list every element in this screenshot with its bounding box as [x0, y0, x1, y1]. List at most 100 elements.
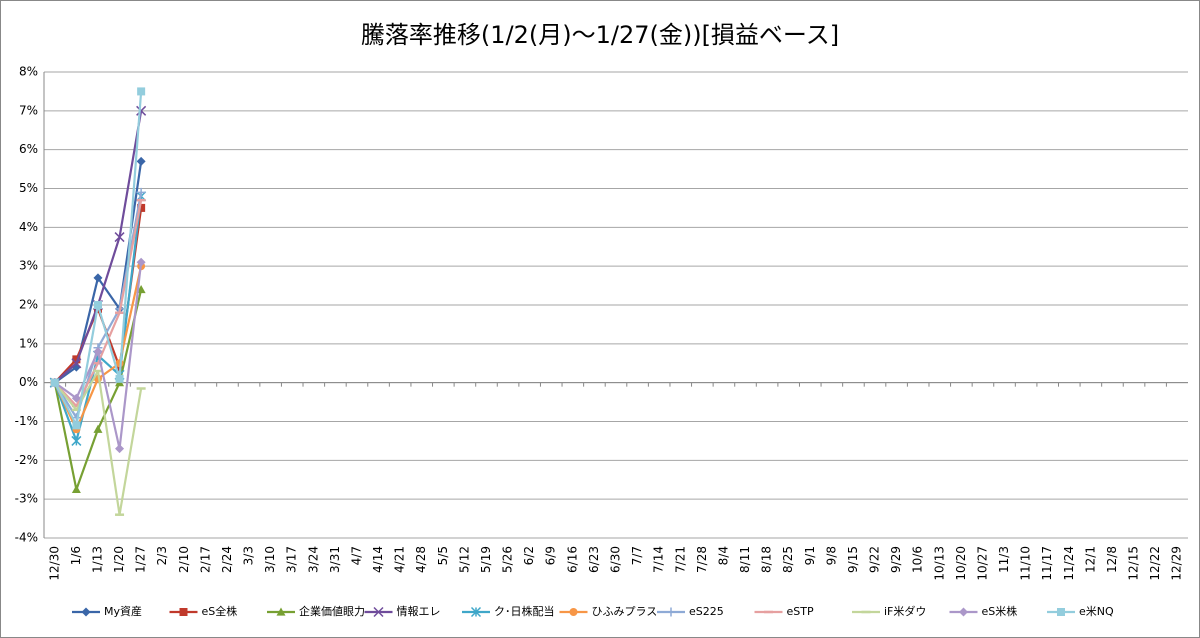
x-tick-label: 12/15: [1127, 546, 1141, 581]
x-tick-label: 7/7: [630, 546, 644, 565]
x-tick-label: 11/3: [997, 546, 1011, 573]
x-tick-label: 8/25: [781, 546, 795, 573]
marker: [115, 374, 124, 383]
x-tick-label: 6/16: [565, 546, 579, 573]
legend-label: iF米ダウ: [884, 604, 926, 618]
x-tick-label: 9/22: [868, 546, 882, 573]
legend-label: ク･日株配当: [494, 604, 555, 618]
x-tick-label: 6/23: [587, 546, 601, 573]
y-tick-label: 0%: [19, 375, 38, 389]
y-tick-label: 4%: [19, 220, 38, 234]
x-tick-label: 11/10: [1019, 546, 1033, 581]
marker: [72, 355, 81, 364]
marker: [115, 444, 125, 454]
y-tick-label: 3%: [19, 259, 38, 273]
marker: [136, 105, 147, 116]
y-tick-label: 7%: [19, 103, 38, 117]
marker: [959, 607, 968, 617]
x-tick-label: 7/14: [652, 546, 666, 573]
x-tick-label: 12/22: [1148, 546, 1162, 581]
x-tick-label: 7/21: [673, 546, 687, 573]
legend-label: eS米株: [982, 604, 1018, 618]
x-tick-label: 1/6: [69, 546, 83, 565]
legend: My資産 eS全株 企業価値眼力 情報エレ ク･日株配当 ひふみプラス eS225 eSTP i…: [72, 604, 1114, 618]
x-tick-label: 5/12: [457, 546, 471, 573]
x-tick-label: 1/13: [90, 546, 104, 573]
x-tick-label: 5/26: [501, 546, 515, 573]
x-tick-label: 9/8: [824, 546, 838, 565]
x-tick-label: 3/24: [306, 546, 320, 573]
marker: [93, 424, 103, 433]
legend-label: eS全株: [202, 604, 238, 618]
y-tick-label: 5%: [19, 181, 38, 195]
marker: [136, 257, 146, 267]
x-tick-label: 11/17: [1040, 546, 1054, 581]
marker: [71, 435, 82, 446]
y-tick-label: 1%: [19, 336, 38, 350]
x-tick-label: 2/24: [220, 546, 234, 573]
x-tick-label: 4/28: [414, 546, 428, 573]
legend-label: 情報エレ: [397, 605, 441, 618]
legend-label: ひふみプラス: [592, 605, 658, 618]
x-tick-label: 8/18: [760, 546, 774, 573]
x-tick-label: 11/24: [1062, 546, 1076, 581]
x-tick-label: 10/6: [911, 546, 925, 573]
marker: [276, 607, 286, 616]
x-tick-label: 10/27: [975, 546, 989, 581]
marker: [93, 347, 103, 357]
y-tick-label: 6%: [19, 142, 38, 156]
y-tick-label: -4%: [15, 531, 38, 545]
y-tick-label: -2%: [15, 453, 38, 467]
x-tick-label: 12/30: [47, 546, 61, 581]
x-tick-label: 1/20: [112, 546, 126, 573]
marker: [93, 301, 102, 309]
marker: [137, 87, 146, 96]
x-tick-label: 3/31: [328, 546, 342, 573]
x-tick-label: 4/14: [371, 546, 385, 573]
x-tick-label: 3/3: [242, 546, 256, 565]
marker: [179, 608, 188, 616]
legend-label: e米NQ: [1079, 605, 1114, 618]
x-tick-label: 8/11: [738, 546, 752, 573]
x-tick-label: 3/10: [263, 546, 277, 573]
y-tick-label: -3%: [15, 492, 38, 506]
x-tick-label: 2/17: [198, 546, 212, 573]
marker: [666, 607, 676, 617]
x-tick-label: 1/27: [134, 546, 148, 573]
x-tick-label: 6/30: [609, 546, 623, 573]
legend-label: 企業価値眼力: [299, 604, 365, 618]
x-tick-label: 2/3: [155, 546, 169, 565]
marker: [93, 273, 103, 283]
x-tick-label: 9/29: [889, 546, 903, 573]
x-tick-label: 10/13: [932, 546, 946, 581]
y-tick-label: 8%: [19, 65, 38, 79]
x-tick-label: 4/21: [393, 546, 407, 573]
marker: [1057, 608, 1065, 616]
marker: [569, 608, 578, 616]
legend-label: eS225: [689, 605, 724, 618]
marker: [136, 156, 146, 166]
x-tick-label: 9/1: [803, 546, 817, 565]
legend-label: My資産: [104, 605, 142, 618]
marker: [50, 378, 59, 387]
x-tick-label: 2/10: [177, 546, 191, 573]
marker: [71, 484, 81, 494]
y-tick-label: -1%: [15, 414, 38, 428]
x-tick-label: 8/4: [716, 546, 730, 565]
x-tick-label: 6/9: [544, 546, 558, 565]
x-tick-label: 4/7: [349, 546, 363, 565]
marker: [136, 187, 146, 197]
marker: [373, 606, 384, 618]
x-tick-label: 10/20: [954, 546, 968, 581]
x-tick-label: 3/17: [285, 546, 299, 573]
x-tick-label: 12/1: [1083, 546, 1097, 573]
x-tick-label: 5/5: [436, 546, 450, 565]
x-tick-label: 9/15: [846, 546, 860, 573]
marker: [71, 393, 81, 403]
marker: [81, 607, 91, 617]
x-tick-label: 5/19: [479, 546, 493, 573]
marker: [137, 203, 146, 212]
x-tick-label: 12/8: [1105, 546, 1119, 573]
